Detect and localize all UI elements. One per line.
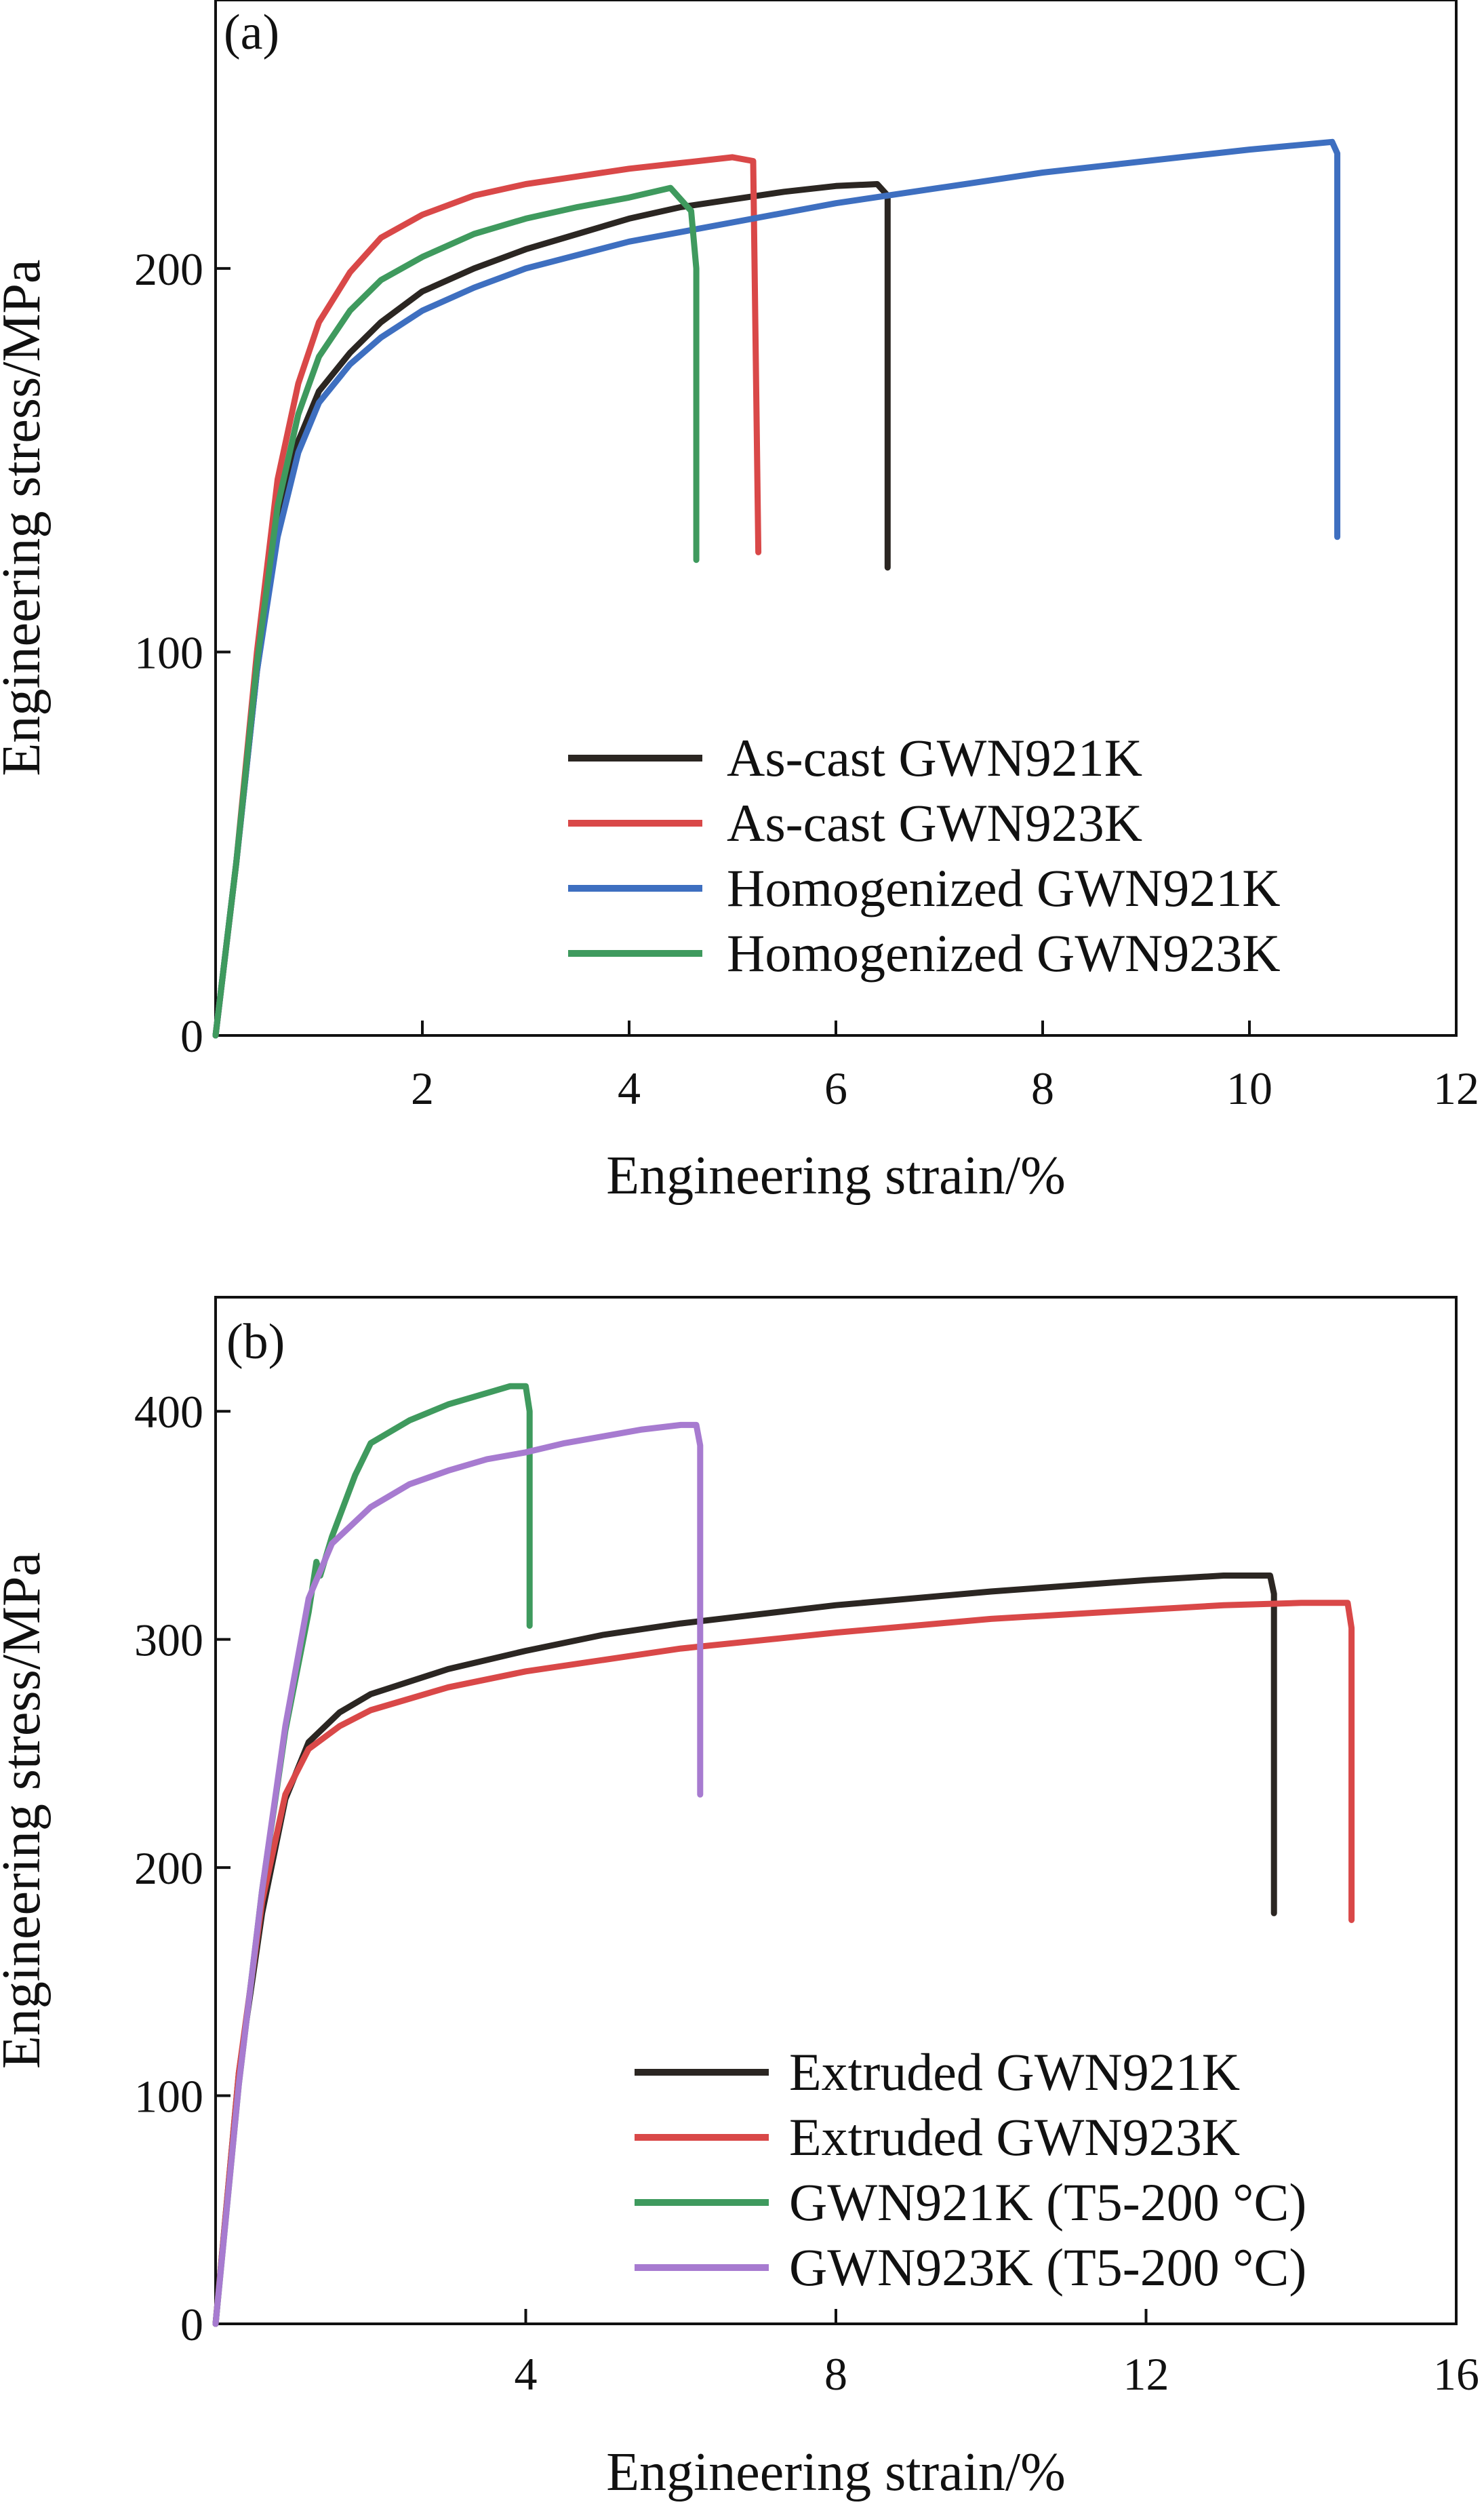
y-tick-label: 0: [180, 1010, 203, 1062]
series-line-4: [212, 184, 700, 1039]
y-axis-title: Engineering stress/MPa: [0, 259, 52, 776]
legend-label: GWN921K (T5-200 °C): [789, 2173, 1306, 2232]
chart-panel-b: 4 8 12 16 0 100 200 300 400 Engineering strain/% E…: [0, 1296, 1479, 2502]
legend-label: GWN923K (T5-200 °C): [789, 2238, 1306, 2297]
x-axis-title: Engineering strain/%: [606, 2443, 1066, 2502]
legend-label: As-cast GWN921K: [727, 728, 1142, 787]
x-tick-label: 12: [1123, 2348, 1169, 2400]
x-tick-label: 12: [1433, 1063, 1479, 1114]
legend-label: Homogenized GWN923K: [727, 924, 1281, 983]
y-tick-label: 200: [134, 1842, 203, 1894]
plot-frame: [214, 1296, 1458, 2325]
series-line-3: [212, 1383, 533, 2327]
legend-label: Extruded GWN923K: [789, 2108, 1240, 2167]
x-tick-label: 6: [824, 1063, 847, 1114]
series-line-3: [212, 138, 1341, 1039]
series-line-4: [212, 1421, 704, 2327]
x-tick-label: 4: [515, 2348, 538, 2400]
x-tick-label: 16: [1433, 2348, 1479, 2400]
series-line-2: [212, 154, 762, 1039]
y-tick-label: 100: [134, 2071, 203, 2122]
y-tick-label: 0: [180, 2299, 203, 2350]
series-line-2: [212, 1600, 1355, 2327]
y-axis-title: Engineering stress/MPa: [0, 1552, 52, 2069]
x-tick-label: 10: [1226, 1063, 1272, 1114]
panel-label: (b): [226, 1314, 285, 1370]
y-tick-label: 200: [134, 243, 203, 295]
x-axis-title: Engineering strain/%: [606, 1146, 1066, 1206]
y-tick-label: 300: [134, 1615, 203, 1666]
y-tick-label: 400: [134, 1386, 203, 1438]
legend-label: Extruded GWN921K: [789, 2042, 1240, 2101]
x-tick-label: 8: [1031, 1063, 1054, 1114]
x-tick-label: 8: [824, 2348, 847, 2400]
x-tick-label: 2: [411, 1063, 434, 1114]
legend-label: As-cast GWN923K: [727, 793, 1142, 852]
chart-panel-a: 2 4 6 8 10 12 0 100 200 Engineering strain/% Engin…: [0, 0, 1479, 1206]
x-tick-label: 4: [618, 1063, 641, 1114]
panel-label: (a): [224, 5, 279, 60]
y-tick-label: 100: [134, 627, 203, 678]
legend-label: Homogenized GWN921K: [727, 858, 1281, 917]
